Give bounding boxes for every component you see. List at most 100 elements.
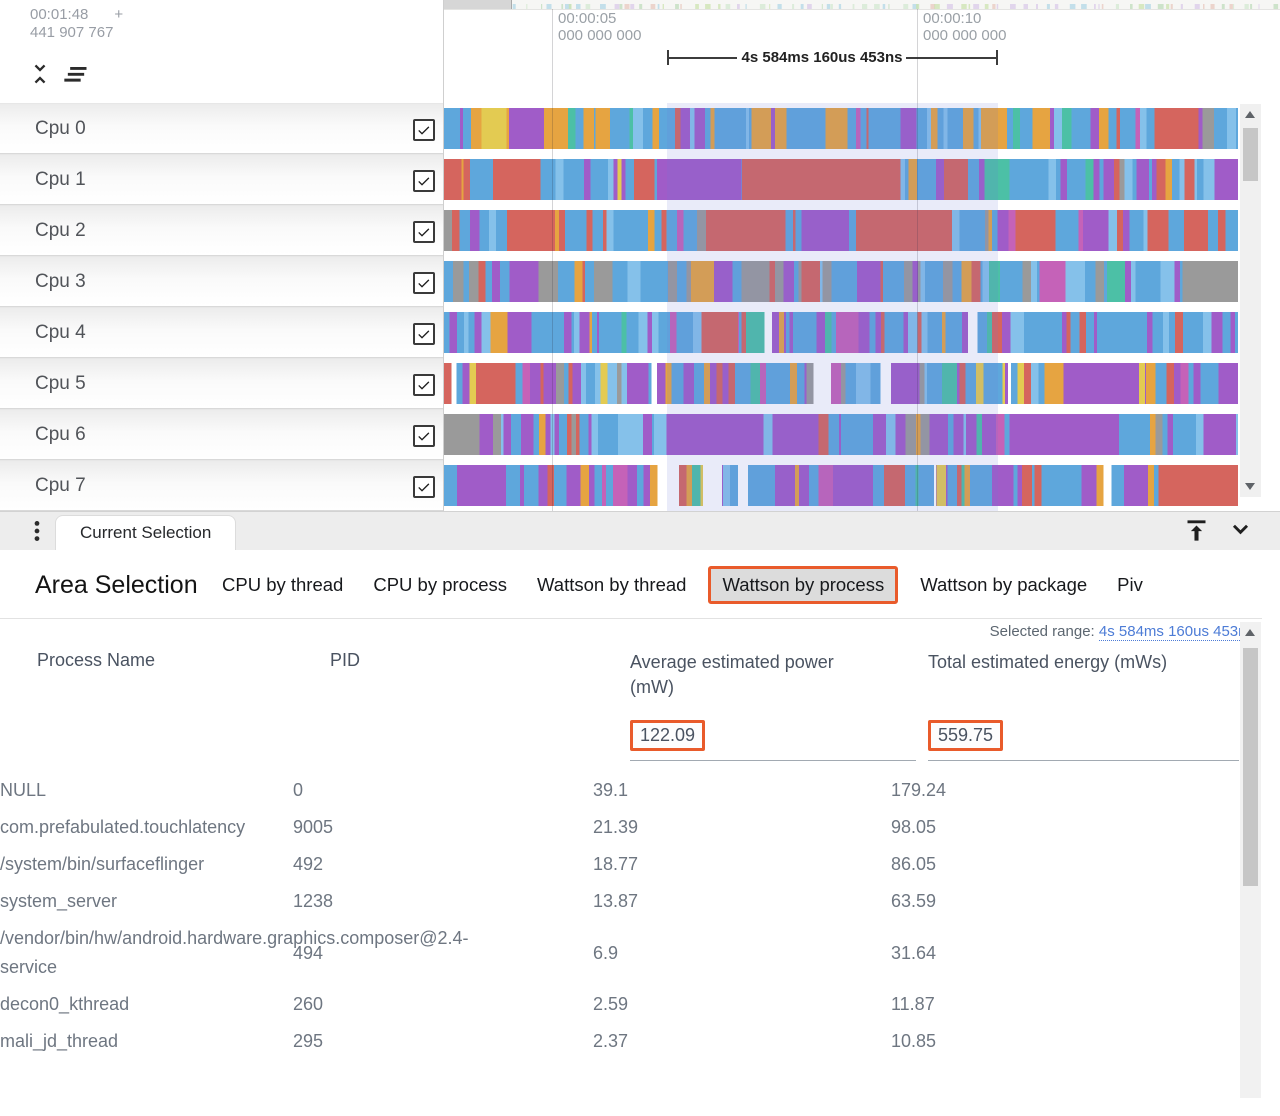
summary-pid-cell [330, 720, 630, 761]
cpu-track-canvas[interactable] [444, 210, 1252, 251]
cell-energy: 98.05 [891, 817, 937, 837]
tick-ns: 000 000 000 [558, 27, 642, 44]
clear-all-icon[interactable] [60, 60, 92, 88]
tick-time: 00:00:10 [923, 10, 982, 27]
track-label: Cpu 5 [35, 373, 86, 394]
cpu-track-canvas[interactable] [444, 159, 1243, 200]
cell-power: 2.37 [593, 1031, 629, 1051]
cell-process-name: /system/bin/surfaceflinger [0, 854, 205, 874]
minimap-viewport[interactable] [443, 0, 512, 9]
track-row: Cpu 1 [0, 154, 1280, 205]
track-checkbox[interactable] [413, 425, 435, 447]
scroll-down-arrow[interactable] [1245, 483, 1255, 490]
cell-power: 21.39 [593, 817, 639, 837]
table-summary-row: 122.09 559.75 [0, 720, 1262, 761]
panel-menu-kebab-icon[interactable] [24, 517, 50, 545]
timeline-minimap[interactable] [443, 0, 1280, 10]
track-label: Cpu 2 [35, 220, 86, 241]
cpu-track-canvas[interactable] [444, 465, 1243, 506]
cell-pid: 494 [293, 942, 324, 963]
summary-name-cell [37, 720, 330, 761]
cell-energy: 86.05 [891, 854, 937, 874]
cell-energy: 10.85 [891, 1031, 937, 1051]
tab-current-selection[interactable]: Current Selection [55, 515, 237, 550]
table-row: decon0_kthread 260 2.59 11.87 [0, 986, 1262, 1023]
expand-panel-to-top-icon[interactable] [1183, 517, 1210, 544]
summary-energy-cell: 559.75 [928, 720, 1239, 761]
cell-power: 13.87 [593, 891, 639, 911]
track-label-cell: Cpu 6 [0, 409, 443, 460]
cell-pid: 295 [293, 1031, 324, 1051]
details-scrollbar-thumb[interactable] [1243, 648, 1258, 886]
area-tab-wattson-by-thread[interactable]: Wattson by thread [537, 574, 687, 595]
minimap-overview [456, 4, 1279, 9]
cell-process-name: system_server [0, 891, 118, 911]
track-panel-divider [443, 0, 444, 511]
cpu-track-canvas[interactable] [444, 363, 1244, 404]
area-tab-cpu-by-thread[interactable]: CPU by thread [222, 574, 344, 595]
collapse-all-tracks-icon[interactable] [26, 60, 54, 88]
range-marker-line-left [669, 57, 737, 59]
cell-pid: 0 [293, 780, 304, 800]
area-tab-wattson-by-process[interactable]: Wattson by process [708, 566, 899, 604]
track-row: Cpu 4 [0, 307, 1280, 358]
scroll-up-arrow[interactable] [1245, 111, 1255, 118]
cpu-track-canvas[interactable] [444, 312, 1239, 353]
cell-pid: 1238 [293, 891, 334, 911]
scroll-up-arrow[interactable] [1245, 629, 1255, 636]
table-rows: NULL 0 39.1 179.24 com.prefabulated.touchlat… [0, 772, 1262, 1060]
cpu-track-canvas[interactable] [444, 414, 1240, 455]
cell-pid: 492 [293, 854, 324, 874]
tick-ns: 000 000 000 [923, 27, 1007, 44]
track-label: Cpu 0 [35, 118, 86, 139]
track-row: Cpu 5 [0, 358, 1280, 409]
track-label-cell: Cpu 3 [0, 256, 443, 307]
range-marker-line-right [906, 57, 997, 59]
cpu-track-canvas[interactable] [444, 261, 1250, 302]
details-panel: Area Selection CPU by thread CPU by proce… [0, 549, 1280, 1116]
track-label: Cpu 3 [35, 271, 86, 292]
track-checkbox[interactable] [413, 476, 435, 498]
track-row: Cpu 3 [0, 256, 1280, 307]
tabs-divider [0, 618, 1262, 619]
range-marker-label: 4s 584ms 160us 453ns [741, 49, 903, 66]
collapse-panel-chevron-icon[interactable] [1227, 517, 1254, 544]
ruler-gridline-10s [917, 9, 918, 511]
cpu-track-canvas[interactable] [444, 108, 1256, 149]
track-checkbox[interactable] [413, 221, 435, 243]
selected-range-link[interactable]: 4s 584ms 160us 453ns [1098, 623, 1254, 641]
area-tab-wattson-by-package[interactable]: Wattson by package [920, 574, 1088, 595]
track-checkbox[interactable] [413, 170, 435, 192]
track-checkbox[interactable] [413, 272, 435, 294]
area-tab-piv[interactable]: Piv [1117, 574, 1143, 595]
selected-range-label: Selected range: [989, 623, 1095, 640]
range-marker-right-tick [996, 50, 998, 65]
timeline-offset-ns: 441 907 767 [30, 24, 114, 41]
details-scrollbar[interactable] [1240, 622, 1261, 1098]
table-row: com.prefabulated.touchlatency 9005 21.39 98… [0, 809, 1262, 846]
offset-plus-sign: + [114, 6, 124, 23]
col-header-pid: PID [330, 650, 361, 670]
track-label: Cpu 4 [35, 322, 86, 343]
offset-time-value: 00:01:48 [30, 6, 89, 23]
cell-process-name: NULL [0, 780, 47, 800]
area-tab-cpu-by-process[interactable]: CPU by process [373, 574, 507, 595]
table-row: mali_jd_thread 295 2.37 10.85 [0, 1023, 1262, 1060]
tracks-scrollbar-thumb[interactable] [1243, 128, 1258, 181]
track-label: Cpu 7 [35, 475, 86, 496]
track-label: Cpu 6 [35, 424, 86, 445]
tracks-scrollbar[interactable] [1240, 104, 1261, 497]
track-row: Cpu 0 [0, 103, 1280, 154]
table-row: NULL 0 39.1 179.24 [0, 772, 1262, 809]
cell-pid: 9005 [293, 817, 334, 837]
track-checkbox[interactable] [413, 374, 435, 396]
summary-power-highlight-box: 122.09 [630, 720, 706, 751]
cell-pid: 260 [293, 994, 324, 1014]
track-checkbox[interactable] [413, 119, 435, 141]
track-row: Cpu 6 [0, 409, 1280, 460]
col-header-process-name: Process Name [37, 650, 156, 670]
area-selection-tabs: CPU by thread CPU by process Wattson by th… [222, 561, 1143, 609]
track-checkbox[interactable] [413, 323, 435, 345]
tick-time: 00:00:05 [558, 10, 617, 27]
track-row: Cpu 7 [0, 460, 1280, 511]
